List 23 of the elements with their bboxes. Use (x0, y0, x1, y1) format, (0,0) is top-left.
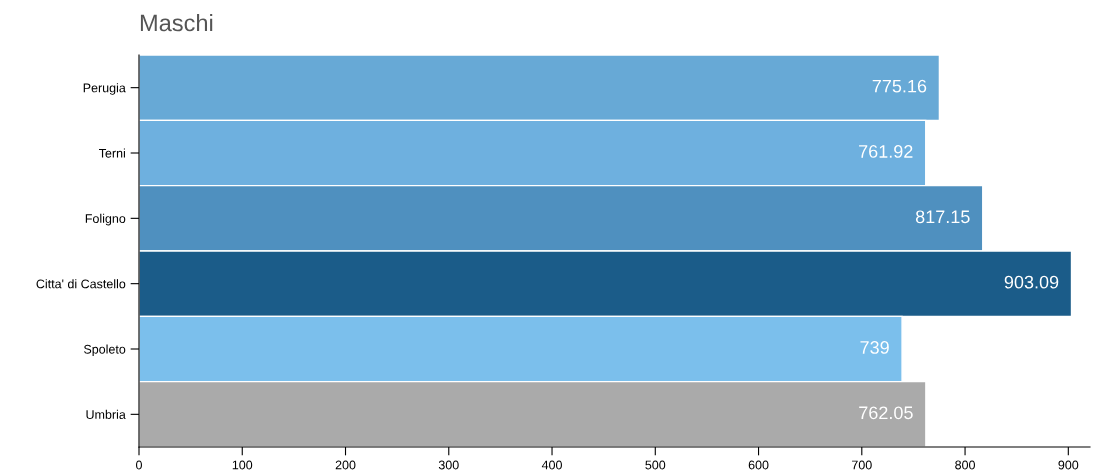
x-tick-label: 100 (232, 460, 253, 470)
x-tick-label: 500 (645, 460, 666, 470)
x-tick-label: 400 (541, 460, 562, 470)
data-label: 762.05 (859, 406, 913, 420)
y-tick-label: Umbria (86, 409, 126, 419)
x-tick-label: 300 (438, 460, 459, 470)
x-tick-label: 700 (852, 460, 872, 470)
y-tick-label: Perugia (83, 83, 126, 95)
x-tick-label: 200 (335, 460, 356, 470)
y-tick-label: Spoleto (83, 344, 126, 357)
chart-title: Maschi (140, 14, 213, 32)
data-label: 903.09 (1004, 275, 1059, 289)
data-label: 817.15 (915, 210, 970, 224)
x-tick-label: 0 (136, 460, 142, 470)
data-label: 761.92 (859, 145, 913, 158)
y-tick-label: Foligno (85, 213, 126, 226)
y-tick-label: Citta' di Castello (36, 279, 126, 289)
x-tick-label: 800 (955, 460, 975, 470)
x-tick-label: 600 (748, 460, 769, 470)
data-label: 775.16 (872, 79, 927, 93)
y-tick-label: Terni (99, 148, 125, 158)
data-label: 739 (860, 341, 889, 354)
x-tick-label: 900 (1058, 460, 1079, 470)
